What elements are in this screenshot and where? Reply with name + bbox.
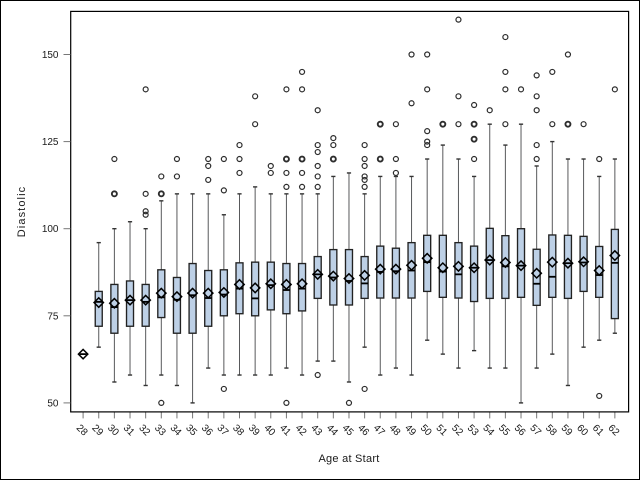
- svg-text:125: 125: [42, 137, 59, 148]
- svg-text:Age at Start: Age at Start: [318, 453, 379, 465]
- svg-text:100: 100: [42, 224, 59, 235]
- svg-text:150: 150: [42, 50, 59, 61]
- svg-text:Diastolic: Diastolic: [16, 186, 28, 237]
- svg-text:50: 50: [47, 398, 59, 409]
- svg-text:75: 75: [47, 311, 59, 322]
